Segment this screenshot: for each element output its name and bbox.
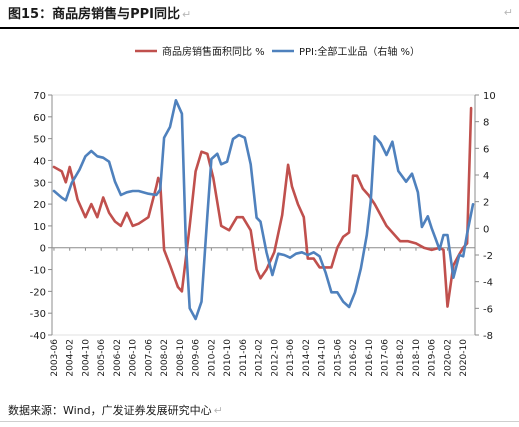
x-tick-label: 2008-10	[176, 339, 186, 377]
corner-return-mark-icon: ↵	[503, 6, 513, 19]
y-left-tick-label: 40	[33, 156, 46, 167]
x-tick-label: 2018-02	[396, 339, 406, 377]
figure-title: 图15：商品房销售与PPI同比 ↵	[8, 4, 191, 26]
x-tick-label: 2018-10	[412, 339, 422, 377]
y-left-tick-label: 70	[33, 91, 46, 102]
y-left-tick-label: 50	[33, 135, 46, 146]
x-tick-label: 2010-02	[207, 339, 217, 377]
x-tick-label: 2009-06	[192, 339, 202, 377]
title-divider	[0, 27, 519, 29]
x-tick-label: 2004-10	[81, 339, 91, 377]
return-mark-icon: ↵	[181, 8, 192, 21]
x-tick-label: 2015-06	[333, 339, 343, 377]
x-tick-label: 2017-06	[380, 339, 390, 377]
y-right-tick-label: 8	[483, 118, 489, 129]
source-return-mark-icon: ↵	[213, 404, 223, 417]
legend-label-1: 商品房销售面积同比 %	[162, 45, 265, 58]
y-left-tick-label: 10	[33, 222, 46, 233]
y-left-tick-label: -10	[30, 266, 46, 277]
source-note: 数据来源：Wind，广发证券发展研究中心 ↵	[8, 402, 223, 420]
y-right-tick-label: -4	[483, 278, 493, 289]
y-left-tick-label: 20	[33, 200, 46, 211]
x-tick-label: 2004-02	[66, 339, 76, 377]
y-left-tick-label: 0	[40, 244, 46, 255]
x-tick-label: 2005-06	[97, 339, 107, 377]
x-tick-label: 2008-02	[160, 339, 170, 377]
x-tick-label: 2007-06	[144, 339, 154, 377]
figure-title-text: 图15：商品房销售与PPI同比	[8, 7, 180, 22]
y-right-tick-label: 2	[483, 198, 489, 209]
series-line-2	[52, 99, 475, 321]
x-tick-label: 2012-10	[270, 339, 280, 377]
x-tick-label: 2020-10	[459, 339, 469, 377]
x-tick-label: 2006-02	[113, 339, 123, 377]
source-text: 数据来源：Wind，广发证券发展研究中心	[8, 404, 212, 417]
y-right-tick-label: 6	[483, 144, 489, 155]
y-left-tick-label: -40	[30, 331, 46, 342]
y-right-tick-label: 4	[483, 171, 489, 182]
y-right-tick-label: -6	[483, 304, 493, 315]
x-tick-label: 2006-10	[129, 339, 139, 377]
bottom-divider	[0, 421, 519, 422]
y-left-tick-label: -20	[30, 287, 46, 298]
x-tick-label: 2020-02	[443, 339, 453, 377]
y-right-tick-label: -2	[483, 251, 493, 262]
y-right-tick-label: 0	[483, 224, 489, 235]
y-right-tick-label: 10	[483, 91, 496, 102]
series-line-1	[52, 106, 473, 308]
y-left-tick-label: 60	[33, 113, 46, 124]
x-tick-label: 2013-06	[286, 339, 296, 377]
y-right-tick-label: -8	[483, 331, 493, 342]
y-left-tick-label: 30	[33, 178, 46, 189]
x-tick-label: 2019-06	[428, 339, 438, 377]
x-tick-label: 2012-02	[255, 339, 265, 377]
x-tick-label: 2016-10	[365, 339, 375, 377]
y-left-tick-label: -30	[30, 309, 46, 320]
x-tick-label: 2014-02	[302, 339, 312, 377]
x-tick-label: 2010-10	[223, 339, 233, 377]
x-tick-label: 2014-10	[318, 339, 328, 377]
legend-label-2: PPI:全部工业品（右轴 %）	[299, 45, 420, 58]
x-tick-label: 2003-06	[50, 339, 60, 377]
chart: 706050403020100-10-20-30-401086420-2-4-6…	[30, 45, 496, 377]
x-tick-label: 2011-06	[239, 339, 249, 377]
x-tick-label: 2016-02	[349, 339, 359, 377]
